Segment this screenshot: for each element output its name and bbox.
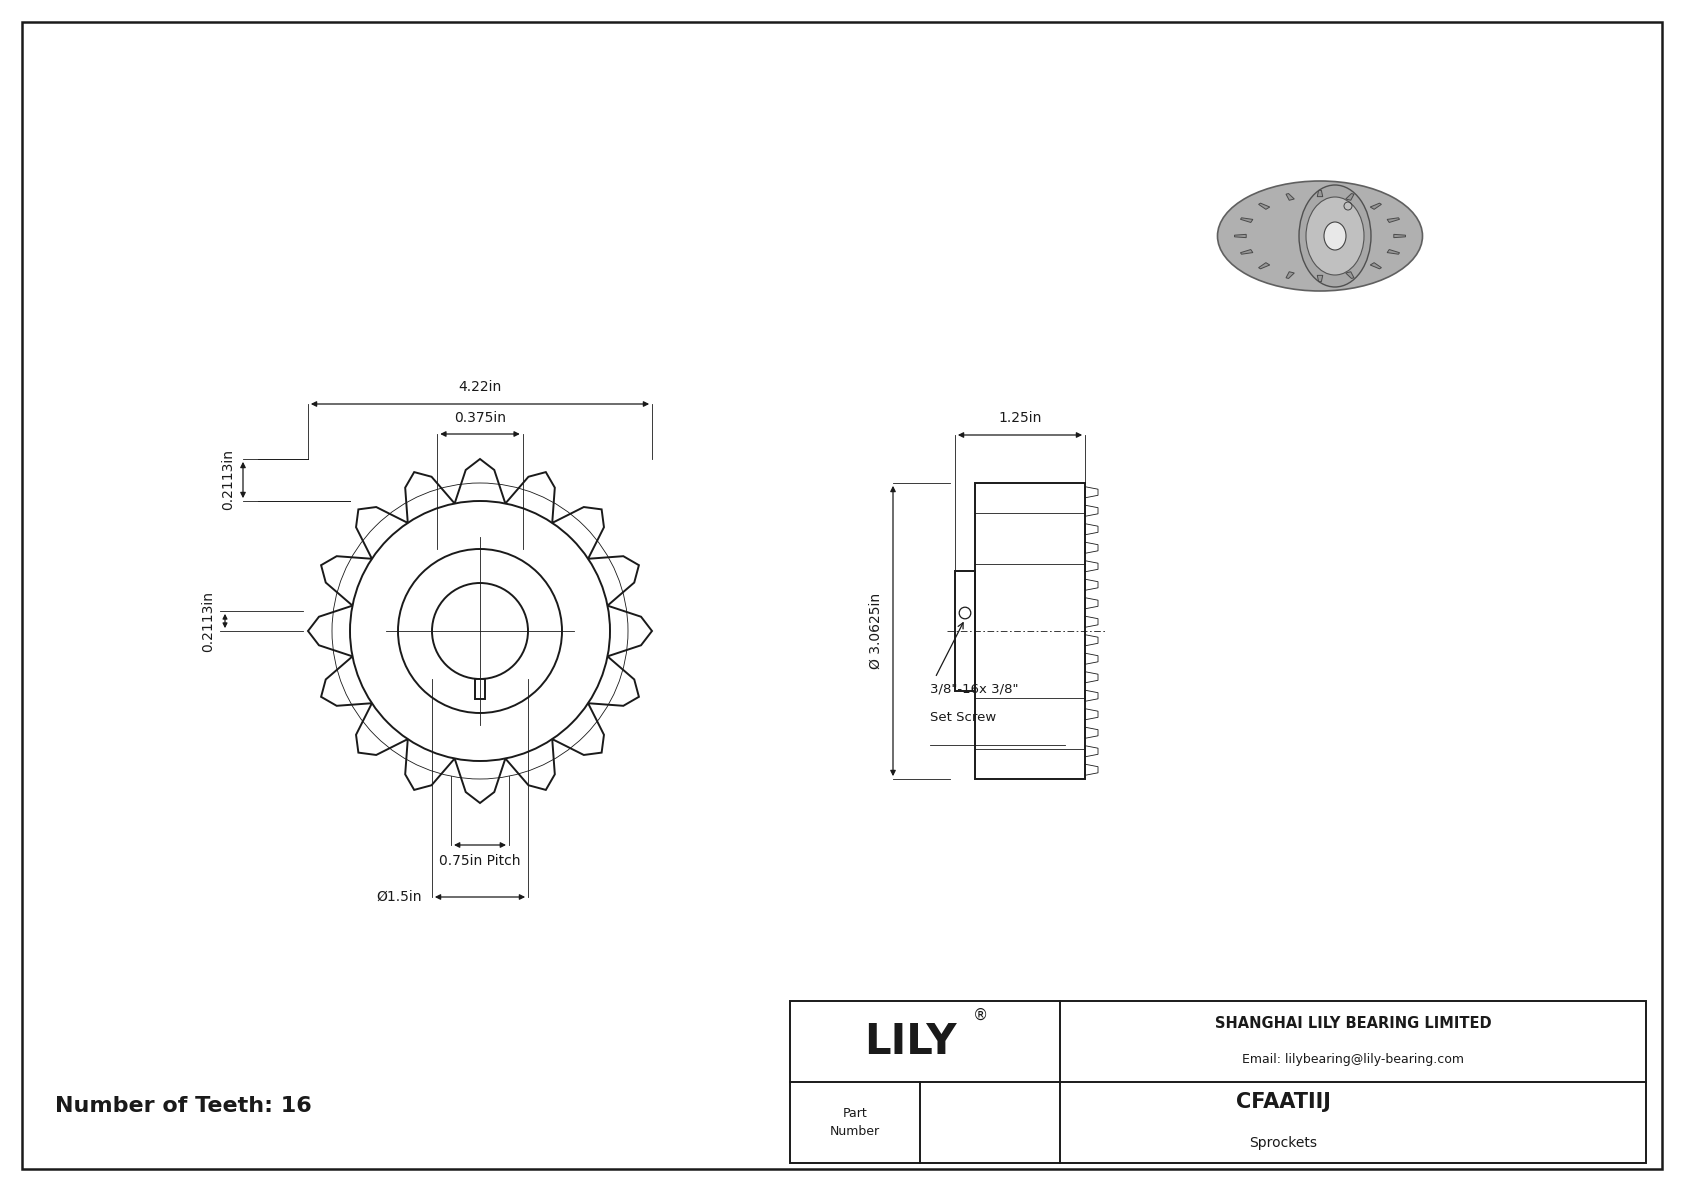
Polygon shape <box>1346 272 1354 279</box>
Polygon shape <box>1317 275 1322 281</box>
Polygon shape <box>475 679 485 699</box>
Polygon shape <box>1258 204 1270 210</box>
Polygon shape <box>1317 191 1322 197</box>
Polygon shape <box>1394 235 1406 238</box>
Polygon shape <box>1371 263 1381 269</box>
Text: Ø1.5in: Ø1.5in <box>377 890 423 904</box>
Polygon shape <box>1258 263 1270 269</box>
Polygon shape <box>1346 194 1354 200</box>
Polygon shape <box>1241 218 1253 223</box>
Text: 0.375in: 0.375in <box>455 411 505 425</box>
Text: Sprockets: Sprockets <box>1250 1135 1317 1149</box>
Polygon shape <box>1234 235 1246 238</box>
Polygon shape <box>1287 272 1295 279</box>
Text: Part
Number: Part Number <box>830 1106 881 1137</box>
Ellipse shape <box>1298 185 1371 287</box>
Text: Ø 3.0625in: Ø 3.0625in <box>869 593 882 669</box>
Text: SHANGHAI LILY BEARING LIMITED: SHANGHAI LILY BEARING LIMITED <box>1214 1016 1492 1031</box>
Text: 0.75in Pitch: 0.75in Pitch <box>440 854 520 868</box>
Text: LILY: LILY <box>864 1021 957 1062</box>
Text: Email: lilybearing@lily-bearing.com: Email: lilybearing@lily-bearing.com <box>1243 1053 1463 1066</box>
Polygon shape <box>1371 204 1381 210</box>
Text: CFAATIIJ: CFAATIIJ <box>1236 1092 1330 1112</box>
Text: 4.22in: 4.22in <box>458 380 502 394</box>
Text: Number of Teeth: 16: Number of Teeth: 16 <box>56 1096 312 1116</box>
Text: 3/8"-16x 3/8": 3/8"-16x 3/8" <box>930 682 1019 696</box>
Text: 0.2113in: 0.2113in <box>200 591 216 651</box>
Polygon shape <box>1388 218 1399 223</box>
Ellipse shape <box>1324 222 1346 250</box>
Text: 0.2113in: 0.2113in <box>221 449 236 511</box>
Polygon shape <box>1388 250 1399 254</box>
Ellipse shape <box>1218 181 1423 291</box>
Text: 1.25in: 1.25in <box>999 411 1042 425</box>
Polygon shape <box>1287 194 1295 200</box>
Text: ®: ® <box>972 1008 987 1023</box>
Text: Set Screw: Set Screw <box>930 711 997 724</box>
Polygon shape <box>1241 250 1253 254</box>
Ellipse shape <box>1307 197 1364 275</box>
